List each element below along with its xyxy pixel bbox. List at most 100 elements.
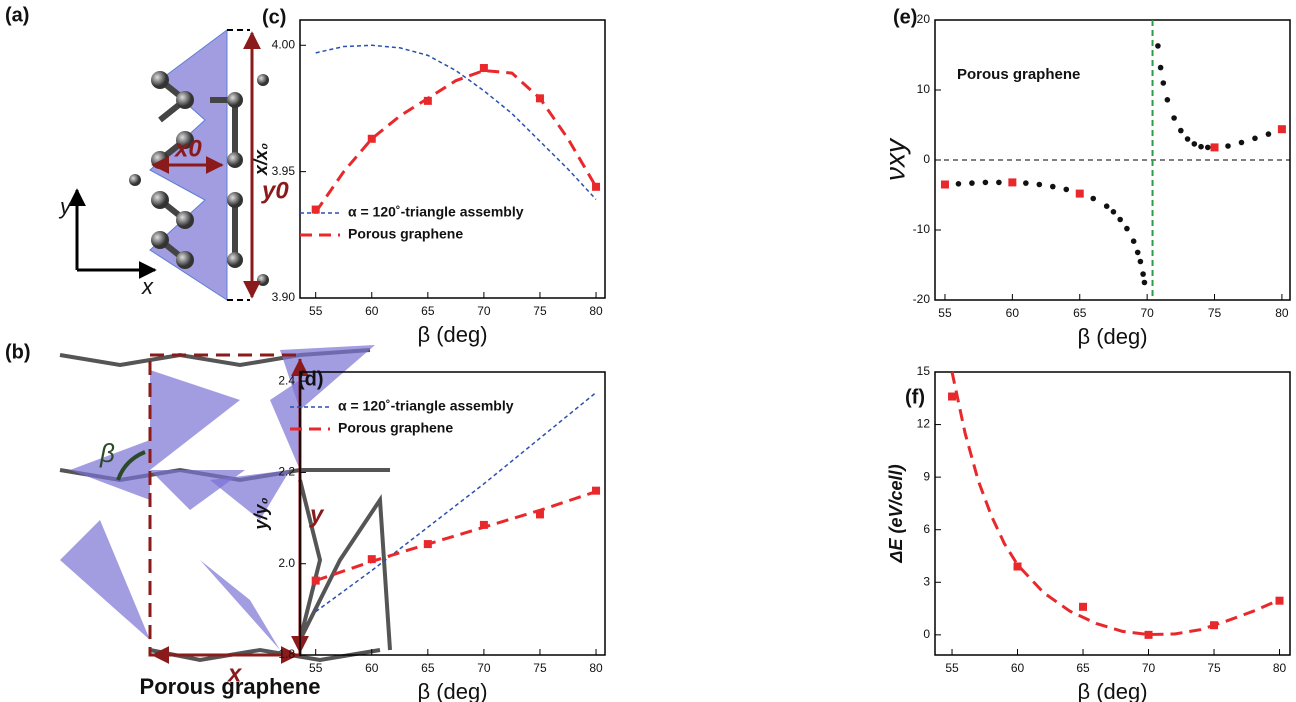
data-point <box>535 510 544 519</box>
data-point <box>423 540 432 549</box>
data-point <box>1198 143 1204 150</box>
data-point <box>1204 144 1211 151</box>
data-point <box>1141 279 1148 286</box>
x-tick-label: 60 <box>1011 661 1025 675</box>
y-tick-label: 3.95 <box>272 164 296 178</box>
y-tick-label: 12 <box>917 417 931 431</box>
data-point <box>311 205 320 214</box>
data-point <box>1171 115 1177 121</box>
dimension-label: x <box>226 660 243 687</box>
y-axis-label: ΔE (eV/cell) <box>886 464 906 563</box>
data-point <box>1079 602 1088 611</box>
y-axis-label: νxy <box>879 137 910 181</box>
data-point <box>1277 125 1286 134</box>
axis-label: y <box>58 194 73 219</box>
x-tick-label: 70 <box>1140 306 1154 320</box>
data-point <box>1134 249 1141 256</box>
data-point <box>1144 630 1153 639</box>
data-point <box>1090 195 1097 202</box>
x-tick-label: 70 <box>477 661 491 675</box>
y-tick-label: 10 <box>917 82 931 96</box>
x-tick-label: 60 <box>365 304 379 318</box>
data-point <box>1210 621 1219 630</box>
data-point <box>1225 143 1231 149</box>
x-tick-label: 70 <box>477 304 491 318</box>
y-tick-label: 2.0 <box>278 556 295 570</box>
y-tick-label: 9 <box>923 469 930 483</box>
data-point <box>1178 127 1184 134</box>
data-point <box>479 64 488 73</box>
x-axis-label: β (deg) <box>417 679 487 702</box>
legend-label: Porous graphene <box>348 226 463 242</box>
dimension-label: y <box>309 501 325 528</box>
y-tick-label: 3.90 <box>272 290 296 304</box>
y-axis-label: x/x₀ <box>251 143 271 176</box>
data-point <box>1103 203 1110 209</box>
x-tick-label: 70 <box>1142 661 1156 675</box>
data-point <box>1117 216 1123 223</box>
y-tick-label: 3 <box>923 574 930 588</box>
x-tick-label: 75 <box>1207 661 1221 675</box>
data-point <box>1110 209 1117 215</box>
data-point <box>535 94 544 103</box>
x-tick-label: 65 <box>421 304 435 318</box>
y-tick-label: 20 <box>917 12 931 26</box>
plot-frame <box>299 19 606 299</box>
x-tick-label: 60 <box>365 661 379 675</box>
panel-label: (e) <box>893 6 917 28</box>
x-tick-label: 80 <box>589 304 603 318</box>
panel-label: (a) <box>5 4 29 26</box>
x-tick-label: 55 <box>309 661 323 675</box>
data-point <box>1130 238 1137 244</box>
data-point <box>592 182 601 191</box>
data-point <box>955 181 962 187</box>
x-tick-label: 75 <box>533 661 547 675</box>
y-tick-label: 2.4 <box>278 373 295 387</box>
data-point <box>1210 143 1219 152</box>
data-point <box>1164 97 1171 103</box>
x-tick-label: 80 <box>1275 306 1289 320</box>
y-tick-label: 4.00 <box>272 37 296 51</box>
x-tick-label: 55 <box>309 304 323 318</box>
data-point <box>940 180 949 189</box>
panel-label: (b) <box>5 341 31 363</box>
data-point <box>479 520 488 529</box>
x-tick-label: 55 <box>945 661 959 675</box>
legend-label: α = 120˚-triangle assembly <box>338 398 514 414</box>
plot-frame <box>934 371 1291 656</box>
data-point <box>423 96 432 105</box>
data-point <box>1155 43 1161 49</box>
data-point <box>1124 225 1130 232</box>
series-line <box>315 391 597 613</box>
dimension-label: x0 <box>173 135 202 162</box>
data-point <box>1275 596 1284 605</box>
data-point <box>367 555 376 564</box>
dimension-label: y0 <box>261 177 289 204</box>
data-point <box>996 179 1002 186</box>
data-point <box>969 180 975 186</box>
series-line <box>315 490 597 583</box>
data-point <box>1023 180 1029 186</box>
x-tick-label: 60 <box>1006 306 1020 320</box>
x-tick-label: 75 <box>1208 306 1222 320</box>
x-axis-label: β (deg) <box>417 322 487 347</box>
y-axis-label: y/y₀ <box>251 497 271 530</box>
data-point <box>1238 139 1245 146</box>
x-axis-label: β (deg) <box>1077 324 1147 349</box>
x-tick-label: 65 <box>1073 306 1087 320</box>
data-point <box>1075 189 1084 198</box>
data-point <box>592 486 601 495</box>
y-tick-label: 0 <box>923 152 930 166</box>
x-tick-label: 65 <box>1076 661 1090 675</box>
legend-label: α = 120˚-triangle assembly <box>348 204 524 220</box>
caption: Porous graphene <box>140 674 321 699</box>
x-tick-label: 65 <box>421 661 435 675</box>
annotation: Porous graphene <box>957 66 1080 83</box>
axis-label: x <box>141 274 154 299</box>
y-tick-label: 6 <box>923 522 930 536</box>
data-point <box>1140 271 1146 277</box>
data-point <box>1008 178 1017 187</box>
data-point <box>1184 136 1191 142</box>
data-point <box>1157 64 1164 71</box>
